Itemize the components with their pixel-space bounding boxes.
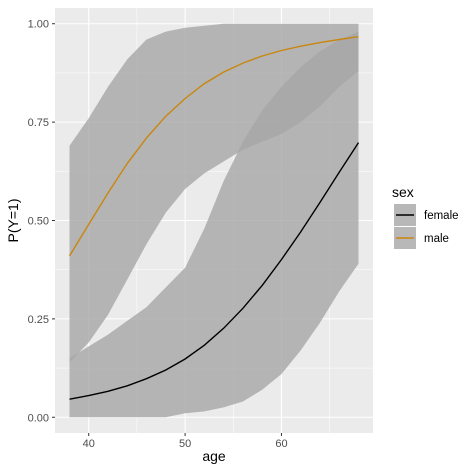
y-tick-label: 1.00 [28,19,49,31]
line-male [68,36,359,257]
legend-title: sex [392,184,414,200]
x-tick-label: 40 [83,438,95,450]
y-tick-label: 0.00 [28,412,49,424]
legend-label-female: female [424,210,459,222]
y-tick-label: 0.75 [28,117,49,129]
y-tick-label: 0.25 [28,314,49,326]
x-axis-ticks: 40 50 60 [83,433,288,450]
x-tick-label: 60 [275,438,287,450]
y-axis-title: P(Y=1) [5,199,21,243]
line-female [69,142,360,400]
legend-label-male: male [424,233,449,245]
legend: sex female male [392,184,459,249]
ribbon-male [69,23,359,363]
y-tick-label: 0.50 [28,216,49,228]
x-tick-label: 50 [179,438,191,450]
y-axis-ticks: 0.00 0.25 0.50 0.75 1.00 [28,19,55,424]
x-axis-title: age [202,448,226,464]
confidence-ribbons [69,23,359,418]
fitted-lines [68,36,360,400]
